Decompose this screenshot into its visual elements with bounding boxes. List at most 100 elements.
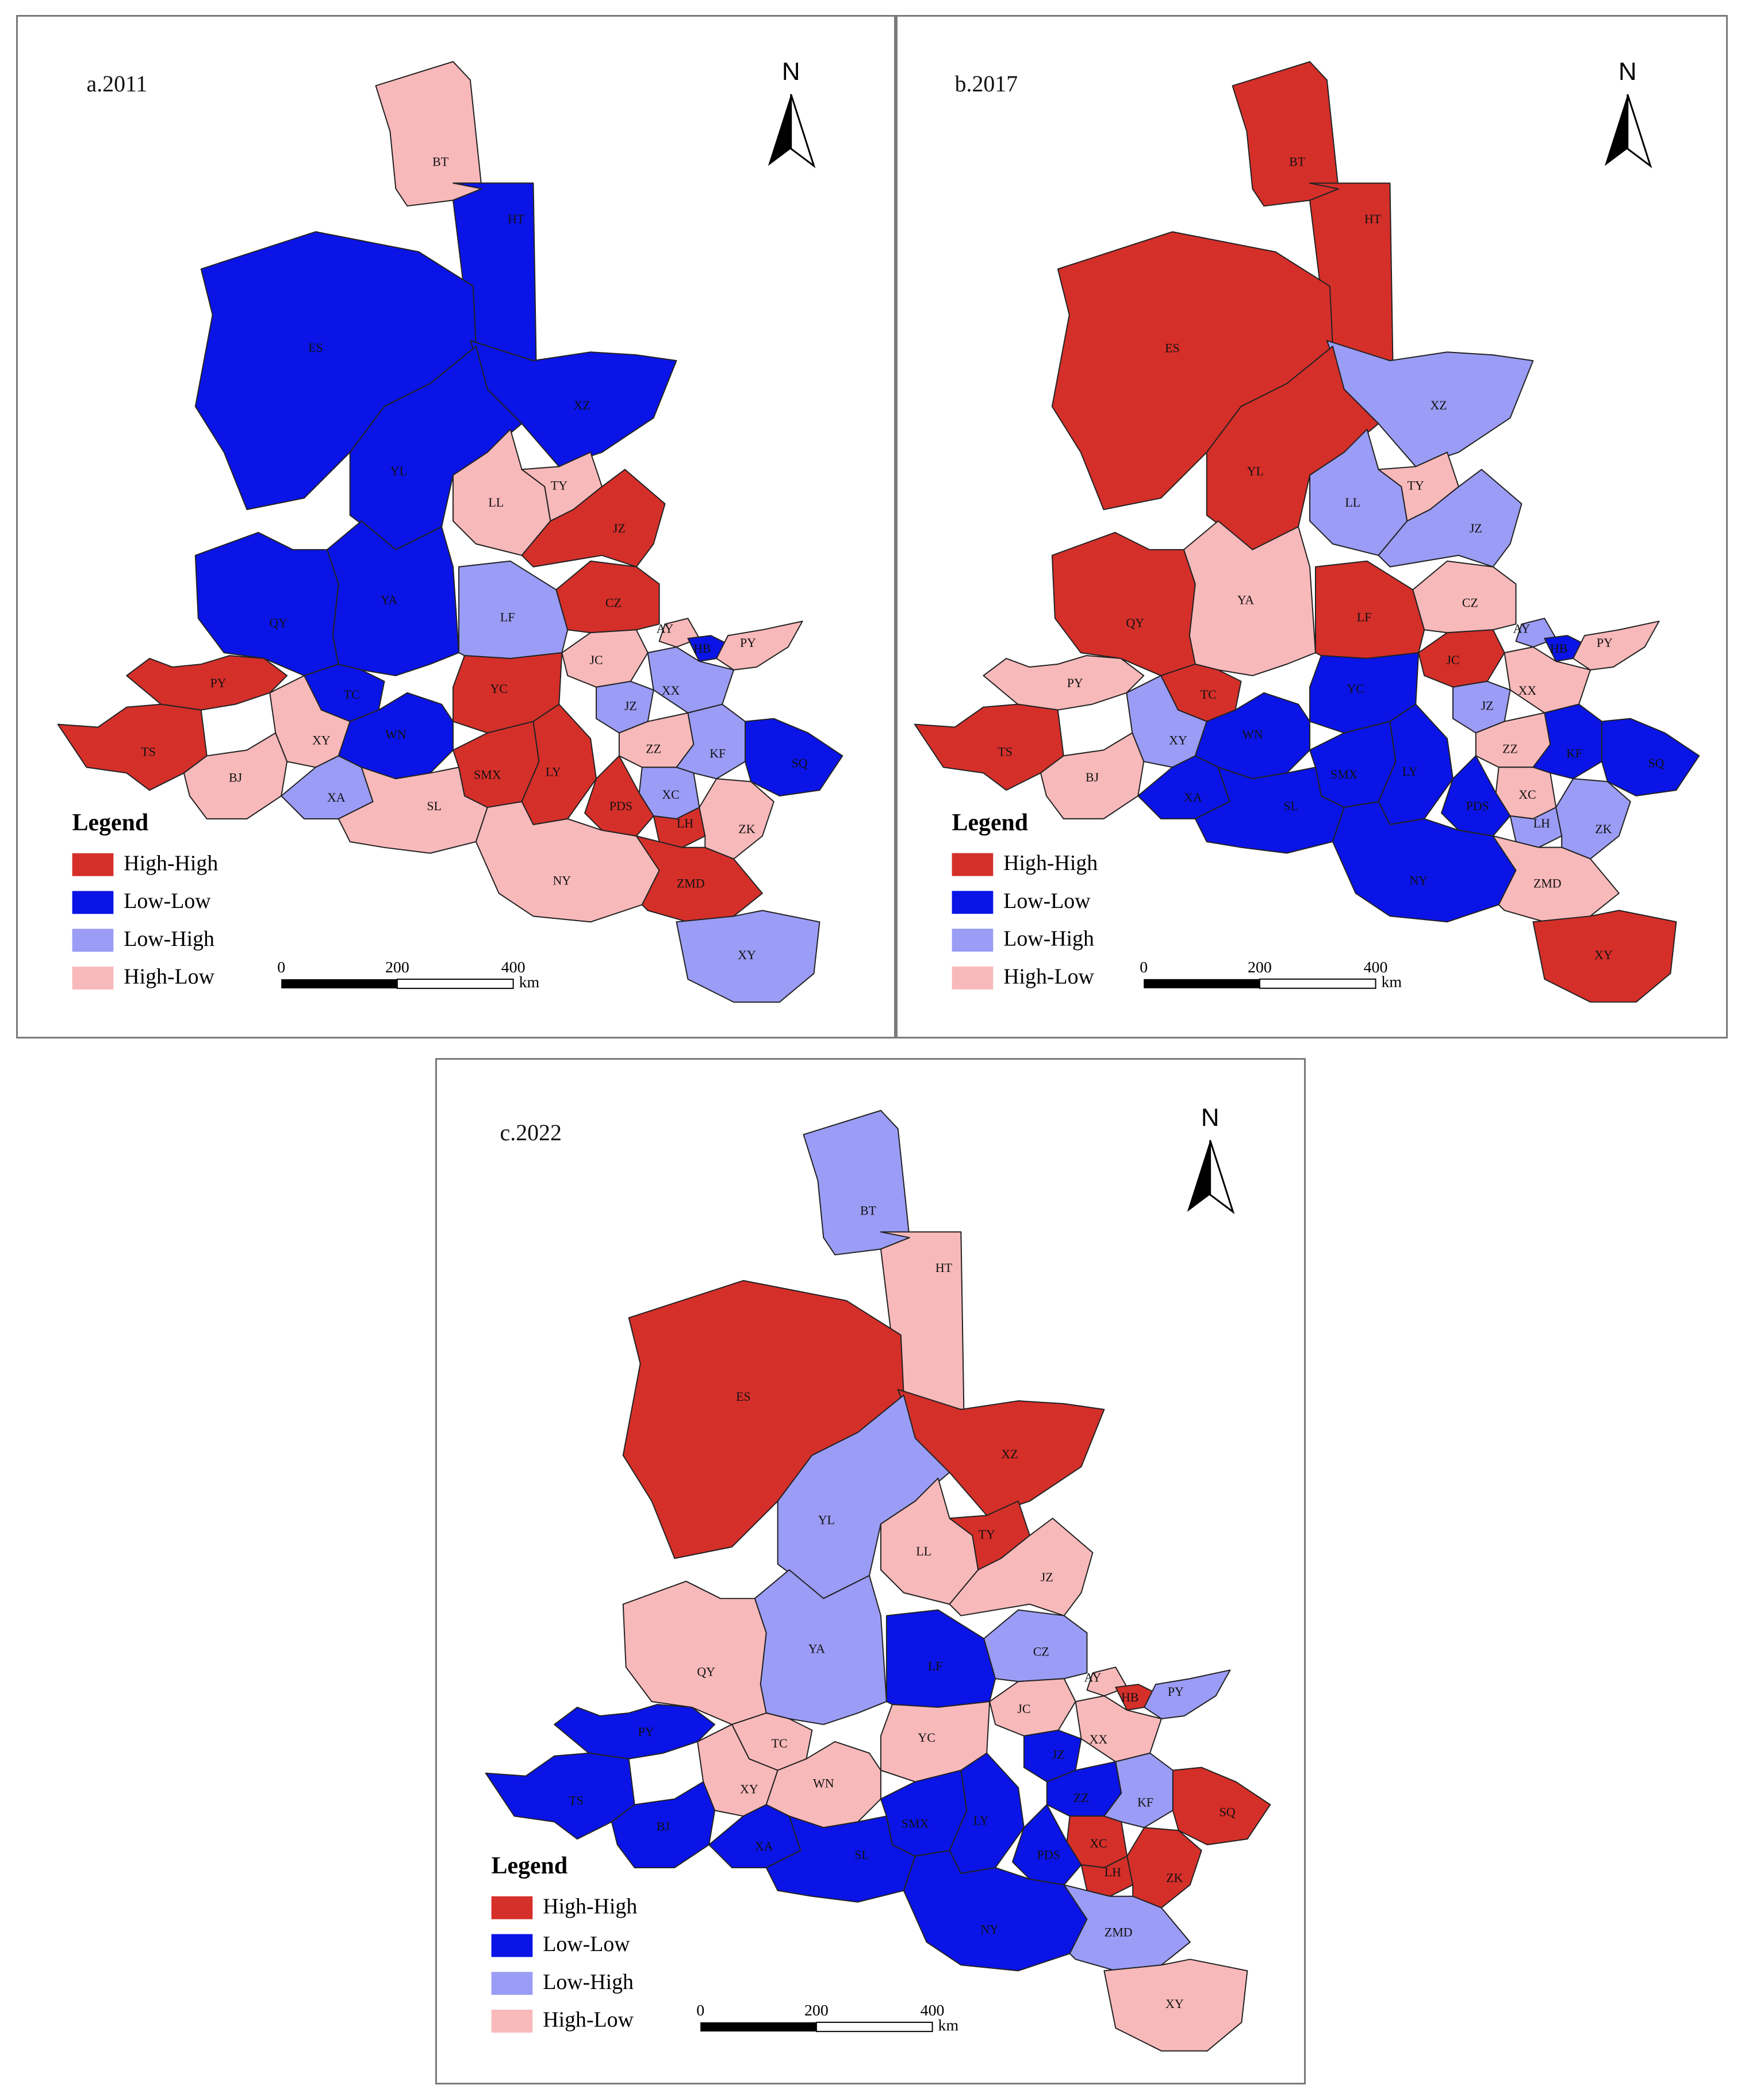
region-jc bbox=[561, 629, 649, 688]
region-label: LF bbox=[928, 1658, 943, 1673]
legend-title: Legend bbox=[492, 1853, 567, 1879]
region-label: BJ bbox=[1086, 770, 1099, 784]
legend-label: High-Low bbox=[1003, 964, 1094, 988]
legend-label: High-Low bbox=[543, 2008, 634, 2032]
region-label: YA bbox=[1237, 592, 1254, 607]
region-ya bbox=[1183, 520, 1316, 676]
legend: Legend High-High Low-Low Low-High High-Low bbox=[491, 1853, 637, 2033]
region-xx bbox=[1504, 646, 1591, 714]
north-label: N bbox=[1201, 1103, 1220, 1132]
scale-tick: 0 bbox=[1140, 959, 1148, 976]
region-cz bbox=[555, 560, 660, 634]
region-label: XY bbox=[1165, 1996, 1184, 2011]
region-sq bbox=[1601, 718, 1700, 797]
region-label: YL bbox=[390, 463, 407, 478]
region-py bbox=[716, 620, 803, 671]
region-qy bbox=[622, 1580, 767, 1725]
scale-tick: 200 bbox=[1248, 959, 1272, 976]
region-label: WN bbox=[813, 1776, 834, 1791]
region-label: ZK bbox=[738, 822, 755, 836]
region-label: XX bbox=[1090, 1732, 1108, 1746]
region-label: HT bbox=[935, 1260, 953, 1275]
region-label: KF bbox=[1566, 746, 1582, 760]
legend-swatch bbox=[72, 853, 114, 876]
north-arrow-left bbox=[1604, 94, 1628, 166]
regions: BT HT ES XZ YL LL TY JZ QY YA LF CZ AY HB PY JC PY TC YC JZ… bbox=[914, 61, 1700, 1003]
region-py bbox=[1573, 620, 1660, 670]
region-label: SL bbox=[427, 799, 442, 813]
region-label: QY bbox=[269, 615, 287, 630]
legend-swatch bbox=[491, 1972, 533, 1995]
region-label: XC bbox=[1090, 1836, 1107, 1850]
scale-tick: 200 bbox=[385, 959, 409, 976]
legend-swatch bbox=[491, 1896, 533, 1919]
region-label: LL bbox=[488, 495, 504, 509]
region-label: XY bbox=[312, 733, 331, 748]
legend-label: Low-Low bbox=[124, 889, 211, 913]
region-label: LL bbox=[916, 1544, 931, 1558]
map-panel-2017: b.2017 BT HT ES XZ YL LL TY JZ QY YA LF CZ AY HB PY JC PY… bbox=[896, 15, 1728, 1038]
legend: Legend High-High Low-Low Low-High High-Low bbox=[72, 810, 218, 990]
legend-label: Low-High bbox=[543, 1970, 634, 1994]
region-label: JZ bbox=[1052, 1748, 1065, 1762]
region-label: LH bbox=[677, 816, 693, 830]
north-arrow-right bbox=[790, 94, 816, 168]
north-arrow-right bbox=[1627, 94, 1652, 168]
region-label: PDS bbox=[609, 799, 632, 813]
region-label: XZ bbox=[574, 398, 590, 412]
region-label: TY bbox=[1408, 478, 1424, 492]
scale-segment-filled bbox=[1144, 979, 1260, 988]
region-bj bbox=[183, 732, 288, 819]
map-panel-2022: c.2022 BT HT ES XZ YL LL TY JZ QY YA LF CZ AY HB PY JC PY… bbox=[435, 1058, 1306, 2084]
region-label: LH bbox=[1533, 816, 1550, 830]
region-label: SL bbox=[1283, 799, 1298, 813]
region-label: HT bbox=[508, 212, 525, 226]
region-label: HB bbox=[1121, 1690, 1138, 1704]
region-label: XA bbox=[755, 1839, 773, 1853]
region-label: XY bbox=[1594, 948, 1613, 962]
region-label: SQ bbox=[1220, 1804, 1236, 1819]
scale-segment-filled bbox=[700, 2022, 816, 2032]
regions: BT HT ES XZ YL LL TY JZ QY YA LF CZ AY HB PY JC PY TC YC JZ… bbox=[485, 1110, 1271, 2052]
scale-unit: km bbox=[519, 974, 540, 991]
region-qy bbox=[1051, 531, 1196, 676]
region-label: XZ bbox=[1430, 398, 1447, 412]
region-label: QY bbox=[1126, 615, 1144, 630]
region-label: SMX bbox=[902, 1816, 929, 1830]
region-label: JZ bbox=[1481, 699, 1494, 713]
region-bj bbox=[611, 1781, 716, 1868]
legend-label: High-Low bbox=[124, 965, 214, 989]
region-label: TY bbox=[979, 1527, 995, 1541]
region-label: YC bbox=[918, 1730, 935, 1745]
region-label: XA bbox=[327, 790, 346, 804]
scale-unit: km bbox=[1381, 974, 1402, 991]
north-arrow-left bbox=[1187, 1140, 1210, 1212]
region-label: ZMD bbox=[677, 876, 705, 891]
region-label: YL bbox=[818, 1512, 835, 1527]
region-label: WN bbox=[1242, 727, 1263, 742]
scale-unit: km bbox=[938, 2017, 959, 2034]
legend-swatch bbox=[72, 891, 114, 914]
legend-label: High-High bbox=[1003, 851, 1098, 875]
legend-label: High-High bbox=[543, 1894, 637, 1918]
region-py bbox=[983, 655, 1145, 711]
region-pds bbox=[584, 755, 654, 837]
region-label: TS bbox=[141, 744, 156, 758]
region-label: LL bbox=[1345, 495, 1360, 509]
region-label: XX bbox=[662, 683, 680, 698]
region-label: KF bbox=[710, 746, 726, 760]
region-label: LH bbox=[1105, 1865, 1121, 1879]
region-label: JZ bbox=[1470, 521, 1482, 535]
region-label: NY bbox=[980, 1922, 999, 1937]
region-label: PY bbox=[740, 635, 756, 650]
region-label: KF bbox=[1137, 1795, 1153, 1809]
scale-tick: 400 bbox=[1364, 959, 1388, 976]
region-label: ZK bbox=[1166, 1871, 1183, 1885]
region-label: JZ bbox=[613, 521, 626, 535]
region-jc bbox=[1418, 629, 1505, 688]
region-xy bbox=[1532, 910, 1677, 1003]
region-zmd bbox=[1063, 1884, 1191, 1972]
region-label: XZ bbox=[1001, 1447, 1018, 1461]
